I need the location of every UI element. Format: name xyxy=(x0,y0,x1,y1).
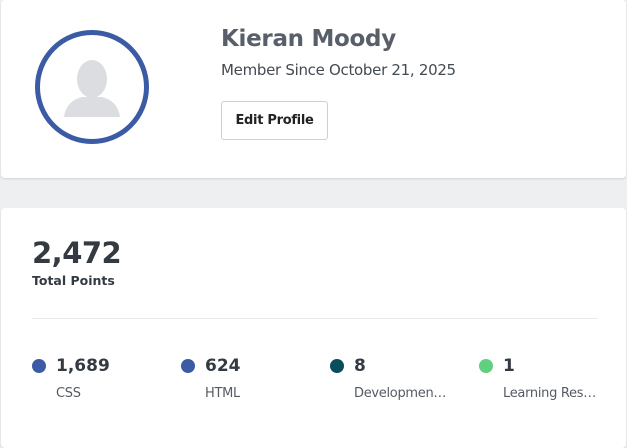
avatar xyxy=(35,30,149,144)
category-value: 1 xyxy=(503,356,515,376)
member-since: Member Since October 21, 2025 xyxy=(221,61,456,79)
profile-name: Kieran Moody xyxy=(221,26,396,52)
category-value: 624 xyxy=(205,356,241,376)
category-label: Learning Resources xyxy=(503,386,598,401)
category-value: 1,689 xyxy=(56,356,110,376)
category-label: Development Tools xyxy=(354,386,449,401)
dot-icon xyxy=(181,359,195,373)
total-points-label: Total Points xyxy=(32,273,115,288)
total-points-value: 2,472 xyxy=(32,236,122,270)
category-label: HTML xyxy=(205,386,240,401)
dot-icon xyxy=(32,359,46,373)
dot-icon xyxy=(479,359,493,373)
points-card: 2,472 Total Points 1,689 CSS 624 HTML 8 … xyxy=(1,208,626,448)
category-value: 8 xyxy=(354,356,366,376)
person-silhouette-icon xyxy=(64,60,120,117)
divider xyxy=(32,318,598,319)
profile-card: Kieran Moody Member Since October 21, 20… xyxy=(1,0,626,178)
dot-icon xyxy=(330,359,344,373)
category-label: CSS xyxy=(56,386,81,401)
edit-profile-button[interactable]: Edit Profile xyxy=(221,101,328,140)
